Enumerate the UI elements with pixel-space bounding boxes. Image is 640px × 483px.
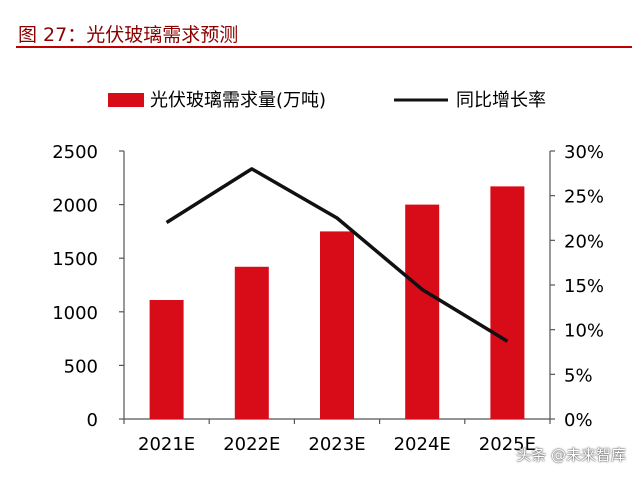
right-axis-tick-label: 20% xyxy=(564,231,604,252)
right-axis-tick-label: 15% xyxy=(564,276,604,297)
x-axis-category-label: 2025E xyxy=(479,434,536,455)
watermark: 头条 @未来智库 xyxy=(516,446,626,464)
right-axis-tick-label: 0% xyxy=(564,410,593,431)
x-axis-category-label: 2023E xyxy=(308,434,365,455)
demand-bar xyxy=(490,186,525,419)
left-axis-tick-label: 1500 xyxy=(52,249,98,270)
demand-bar xyxy=(405,204,440,419)
left-axis-tick-label: 1000 xyxy=(52,303,98,324)
demand-bar xyxy=(320,231,354,419)
bars xyxy=(149,186,525,419)
left-axis-tick-label: 500 xyxy=(64,356,98,377)
right-axis-tick-label: 30% xyxy=(564,142,604,163)
x-axis-category-label: 2021E xyxy=(138,434,195,455)
x-axis-category-label: 2022E xyxy=(223,434,280,455)
legend: 光伏玻璃需求量(万吨) 同比增长率 xyxy=(108,90,546,111)
right-axis-tick-label: 5% xyxy=(564,365,593,386)
left-axis-tick-label: 0 xyxy=(87,410,98,431)
legend-bar-swatch xyxy=(108,93,144,107)
right-axis-tick-label: 10% xyxy=(564,321,604,342)
title-bar: 图 27：光伏玻璃需求预测 xyxy=(16,18,632,48)
legend-line-label: 同比增长率 xyxy=(456,90,546,111)
demand-bar xyxy=(149,300,184,419)
x-axis-category-label: 2024E xyxy=(394,434,451,455)
demand-bar xyxy=(234,266,269,419)
tick-labels: 0 500 1000 1500 2000 2500 0% 5% 10% 15% 20% 25% 30% 2… xyxy=(52,142,604,455)
legend-bar-label: 光伏玻璃需求量(万吨) xyxy=(150,90,326,111)
left-axis-tick-label: 2000 xyxy=(52,196,98,217)
chart-title: 图 27：光伏玻璃需求预测 xyxy=(18,24,239,46)
left-axis-tick-label: 2500 xyxy=(52,142,98,163)
growth-line-layer xyxy=(165,167,509,343)
right-axis-tick-label: 25% xyxy=(564,187,604,208)
